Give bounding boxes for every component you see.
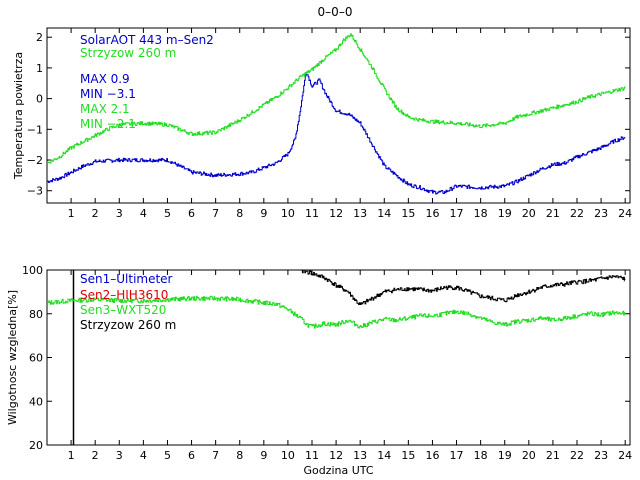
series-line-solaraot-443-m-sen2 — [47, 72, 626, 195]
y-axis-label: Temperatura powietrza — [12, 52, 25, 180]
x-tick-label: 20 — [522, 207, 536, 220]
x-tick-label: 9 — [260, 207, 267, 220]
x-tick-label: 1 — [68, 449, 75, 462]
y-tick-label: 100 — [22, 264, 43, 277]
x-tick-label: 6 — [188, 207, 195, 220]
x-tick-label: 19 — [498, 207, 512, 220]
x-tick-label: 21 — [546, 207, 560, 220]
y-tick-label: −2 — [27, 154, 43, 167]
temperature-panel: 1 2 3 4 5 6 7 8 9 10 11 12 13 14 15 16 17 18 19 20 21 22 23 24−… — [12, 27, 632, 220]
x-tick-label: 3 — [116, 449, 123, 462]
x-tick-label: 23 — [594, 207, 608, 220]
x-tick-label: 11 — [305, 207, 319, 220]
chart-title: 0–0–0 — [318, 5, 353, 19]
x-tick-label: 24 — [618, 207, 632, 220]
x-tick-label: 14 — [377, 207, 391, 220]
y-tick-label: 1 — [36, 62, 43, 75]
x-tick-label: 8 — [236, 207, 243, 220]
x-tick-label: 9 — [260, 449, 267, 462]
x-tick-label: 17 — [450, 207, 464, 220]
legend-entry: MIN −2.1 — [80, 117, 136, 131]
x-tick-label: 22 — [570, 449, 584, 462]
legend-entry: SolarAOT 443 m–Sen2 — [80, 33, 214, 47]
x-tick-label: 1 — [68, 207, 75, 220]
y-tick-label: 0 — [36, 93, 43, 106]
x-tick-label: 5 — [164, 449, 171, 462]
x-tick-label: 7 — [212, 449, 219, 462]
x-tick-label: 18 — [474, 449, 488, 462]
y-tick-label: 80 — [29, 308, 43, 321]
y-tick-label: 40 — [29, 395, 43, 408]
x-tick-label: 10 — [281, 207, 295, 220]
x-tick-label: 13 — [353, 449, 367, 462]
x-tick-label: 10 — [281, 449, 295, 462]
x-tick-label: 13 — [353, 207, 367, 220]
x-tick-label: 17 — [450, 449, 464, 462]
x-tick-label: 19 — [498, 449, 512, 462]
legend-entry: Sen1–Ultimeter — [80, 272, 173, 286]
legend-entry: MAX 2.1 — [80, 102, 130, 116]
series-line-sen3-wxt520 — [47, 295, 626, 329]
legend-entry: Strzyzow 260 m — [80, 46, 176, 60]
x-tick-label: 4 — [140, 207, 147, 220]
x-tick-label: 16 — [425, 449, 439, 462]
x-tick-label: 2 — [92, 449, 99, 462]
legend-entry: MIN −3.1 — [80, 87, 136, 101]
legend-entry: MAX 0.9 — [80, 72, 130, 86]
x-tick-label: 12 — [329, 449, 343, 462]
y-tick-label: 2 — [36, 31, 43, 44]
series-line-strzyzow-260-m — [47, 33, 626, 164]
x-tick-label: 12 — [329, 207, 343, 220]
x-tick-label: 11 — [305, 449, 319, 462]
x-tick-label: 8 — [236, 449, 243, 462]
x-tick-label: 24 — [618, 449, 632, 462]
x-tick-label: 14 — [377, 449, 391, 462]
x-tick-label: 5 — [164, 207, 171, 220]
y-axis-label: Wilgotnosc wzgledna[%] — [6, 290, 19, 425]
x-tick-label: 2 — [92, 207, 99, 220]
x-axis-label: Godzina UTC — [303, 464, 373, 477]
x-tick-label: 21 — [546, 449, 560, 462]
x-tick-label: 3 — [116, 207, 123, 220]
y-tick-label: −1 — [27, 123, 43, 136]
x-tick-label: 7 — [212, 207, 219, 220]
y-tick-label: 60 — [29, 352, 43, 365]
x-tick-label: 20 — [522, 449, 536, 462]
x-tick-label: 15 — [401, 449, 415, 462]
x-tick-label: 18 — [474, 207, 488, 220]
x-tick-label: 22 — [570, 207, 584, 220]
x-tick-label: 6 — [188, 449, 195, 462]
x-tick-label: 15 — [401, 207, 415, 220]
legend-entry: Sen2–HIH3610 — [80, 288, 168, 302]
plot-frame — [46, 27, 631, 204]
legend-entry: Strzyzow 260 m — [80, 318, 176, 332]
x-tick-label: 16 — [425, 207, 439, 220]
x-tick-label: 4 — [140, 449, 147, 462]
y-tick-label: −3 — [27, 185, 43, 198]
humidity-panel: 1 2 3 4 5 6 7 8 9 10 11 12 13 14 15 16 17 18 19 20 21 22 23 242… — [6, 264, 632, 477]
legend-entry: Sen3–WXT520 — [80, 303, 166, 317]
y-tick-label: 20 — [29, 439, 43, 452]
series-line-strzyzow-260-m — [300, 269, 626, 305]
x-tick-label: 23 — [594, 449, 608, 462]
